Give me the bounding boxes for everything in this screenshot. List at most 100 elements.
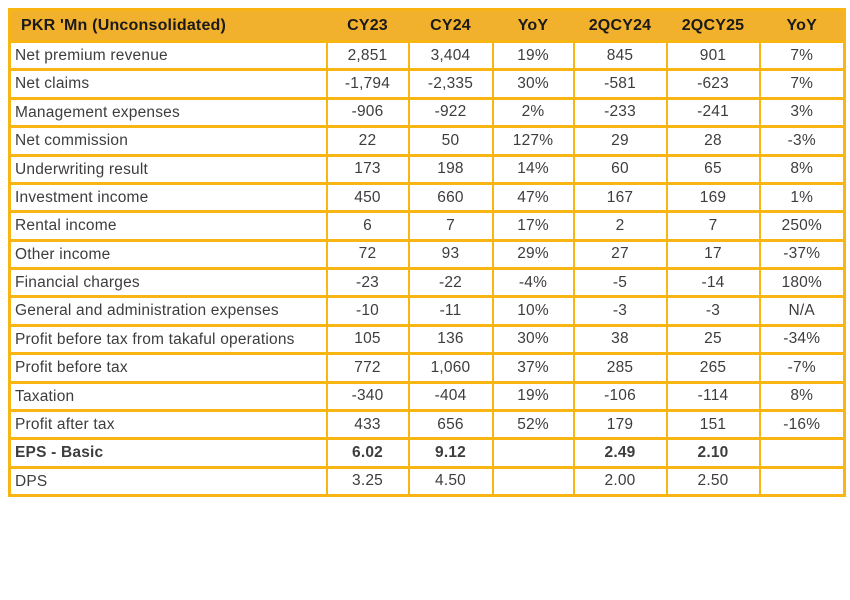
value-cell: -37% — [758, 238, 846, 271]
table-row: Other income 72 93 29% 27 17 -37% — [8, 238, 846, 271]
value-cell: 50 — [407, 125, 494, 157]
value-cell: 179 — [572, 408, 668, 441]
header-cell: CY23 — [325, 8, 410, 43]
value-cell: 29% — [491, 238, 575, 271]
value-cell: -3% — [758, 125, 846, 157]
value-cell — [491, 437, 575, 469]
value-cell: -623 — [665, 68, 761, 100]
value-cell: -4% — [491, 266, 575, 299]
header-cell: YoY — [758, 8, 846, 43]
value-cell: 7 — [665, 210, 761, 242]
value-cell: -7% — [758, 352, 846, 384]
table-row: General and administration expenses -10 -1… — [8, 295, 846, 327]
row-label: General and administration expenses — [8, 295, 328, 327]
value-cell: 6.02 — [325, 437, 410, 469]
value-cell: 60 — [572, 153, 668, 185]
value-cell: 105 — [325, 323, 410, 356]
value-cell: 2 — [572, 210, 668, 242]
table-row: DPS 3.25 4.50 2.00 2.50 — [8, 465, 846, 498]
table-row: Investment income 450 660 47% 167 169 1% — [8, 181, 846, 214]
value-cell: 901 — [665, 39, 761, 72]
header-row: PKR 'Mn (Unconsolidated) CY23 CY24 YoY 2QCY2… — [8, 8, 846, 43]
table-row: Rental income 6 7 17% 2 7 250% — [8, 210, 846, 242]
value-cell: 180% — [758, 266, 846, 299]
value-cell: 198 — [407, 153, 494, 185]
value-cell: 27 — [572, 238, 668, 271]
value-cell: 6 — [325, 210, 410, 242]
value-cell: -906 — [325, 96, 410, 129]
row-label: Net claims — [8, 68, 328, 100]
value-cell: -404 — [407, 380, 494, 412]
value-cell: 72 — [325, 238, 410, 271]
value-cell — [758, 437, 846, 469]
value-cell: -5 — [572, 266, 668, 299]
table-row: Net commission 22 50 127% 29 28 -3% — [8, 125, 846, 157]
value-cell: 1% — [758, 181, 846, 214]
table-row: EPS - Basic 6.02 9.12 2.49 2.10 — [8, 437, 846, 469]
value-cell: 7% — [758, 68, 846, 100]
value-cell: 7% — [758, 39, 846, 72]
value-cell: 30% — [491, 323, 575, 356]
value-cell: 450 — [325, 181, 410, 214]
value-cell: 8% — [758, 380, 846, 412]
value-cell: 52% — [491, 408, 575, 441]
row-label: Profit after tax — [8, 408, 328, 441]
row-label: Profit before tax — [8, 352, 328, 384]
value-cell: 9.12 — [407, 437, 494, 469]
row-label: Net commission — [8, 125, 328, 157]
value-cell: 265 — [665, 352, 761, 384]
value-cell: 28 — [665, 125, 761, 157]
value-cell: -581 — [572, 68, 668, 100]
value-cell: 136 — [407, 323, 494, 356]
value-cell: 169 — [665, 181, 761, 214]
value-cell: 2.50 — [665, 465, 761, 498]
financial-results-table: PKR 'Mn (Unconsolidated) CY23 CY24 YoY 2QCY2… — [8, 8, 846, 498]
value-cell: 3,404 — [407, 39, 494, 72]
value-cell: -114 — [665, 380, 761, 412]
value-cell: -2,335 — [407, 68, 494, 100]
value-cell: 3.25 — [325, 465, 410, 498]
row-label: Financial charges — [8, 266, 328, 299]
value-cell: 2% — [491, 96, 575, 129]
value-cell: 65 — [665, 153, 761, 185]
value-cell: 2.49 — [572, 437, 668, 469]
value-cell: 285 — [572, 352, 668, 384]
header-cell: 2QCY25 — [665, 8, 761, 43]
table-row: Taxation -340 -404 19% -106 -114 8% — [8, 380, 846, 412]
value-cell: -233 — [572, 96, 668, 129]
value-cell: 10% — [491, 295, 575, 327]
value-cell: N/A — [758, 295, 846, 327]
value-cell: 30% — [491, 68, 575, 100]
value-cell: 660 — [407, 181, 494, 214]
value-cell: 772 — [325, 352, 410, 384]
row-label: Management expenses — [8, 96, 328, 129]
value-cell: 25 — [665, 323, 761, 356]
table-row: Net premium revenue 2,851 3,404 19% 845 901 7% — [8, 39, 846, 72]
value-cell: -1,794 — [325, 68, 410, 100]
value-cell: 19% — [491, 39, 575, 72]
header-cell: YoY — [491, 8, 575, 43]
row-label: Underwriting result — [8, 153, 328, 185]
value-cell: -106 — [572, 380, 668, 412]
table-row: Management expenses -906 -922 2% -233 -241 3% — [8, 96, 846, 129]
row-label: DPS — [8, 465, 328, 498]
value-cell: 173 — [325, 153, 410, 185]
table-row: Profit after tax 433 656 52% 179 151 -16% — [8, 408, 846, 441]
value-cell: 2.00 — [572, 465, 668, 498]
value-cell: -34% — [758, 323, 846, 356]
value-cell: 3% — [758, 96, 846, 129]
value-cell: 151 — [665, 408, 761, 441]
table-row: Financial charges -23 -22 -4% -5 -14 180% — [8, 266, 846, 299]
value-cell: -23 — [325, 266, 410, 299]
header-cell: CY24 — [407, 8, 494, 43]
table-body: Net premium revenue 2,851 3,404 19% 845 901 7%… — [8, 39, 846, 498]
value-cell: 127% — [491, 125, 575, 157]
value-cell — [491, 465, 575, 498]
value-cell: 22 — [325, 125, 410, 157]
value-cell: -922 — [407, 96, 494, 129]
value-cell: 14% — [491, 153, 575, 185]
value-cell: -16% — [758, 408, 846, 441]
value-cell: 2.10 — [665, 437, 761, 469]
row-label: Rental income — [8, 210, 328, 242]
